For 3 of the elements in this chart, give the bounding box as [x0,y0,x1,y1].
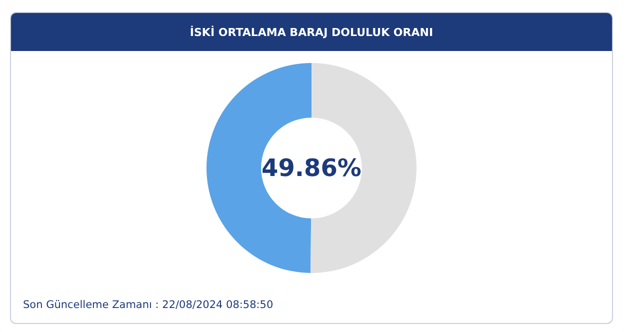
chart-title: İSKİ ORTALAMA BARAJ DOLULUK ORANI [11,13,612,51]
data-label: 49.86% [262,154,362,182]
text: Son Güncelleme Zamanı : 22/08/2024 08:58:50 [23,299,274,311]
